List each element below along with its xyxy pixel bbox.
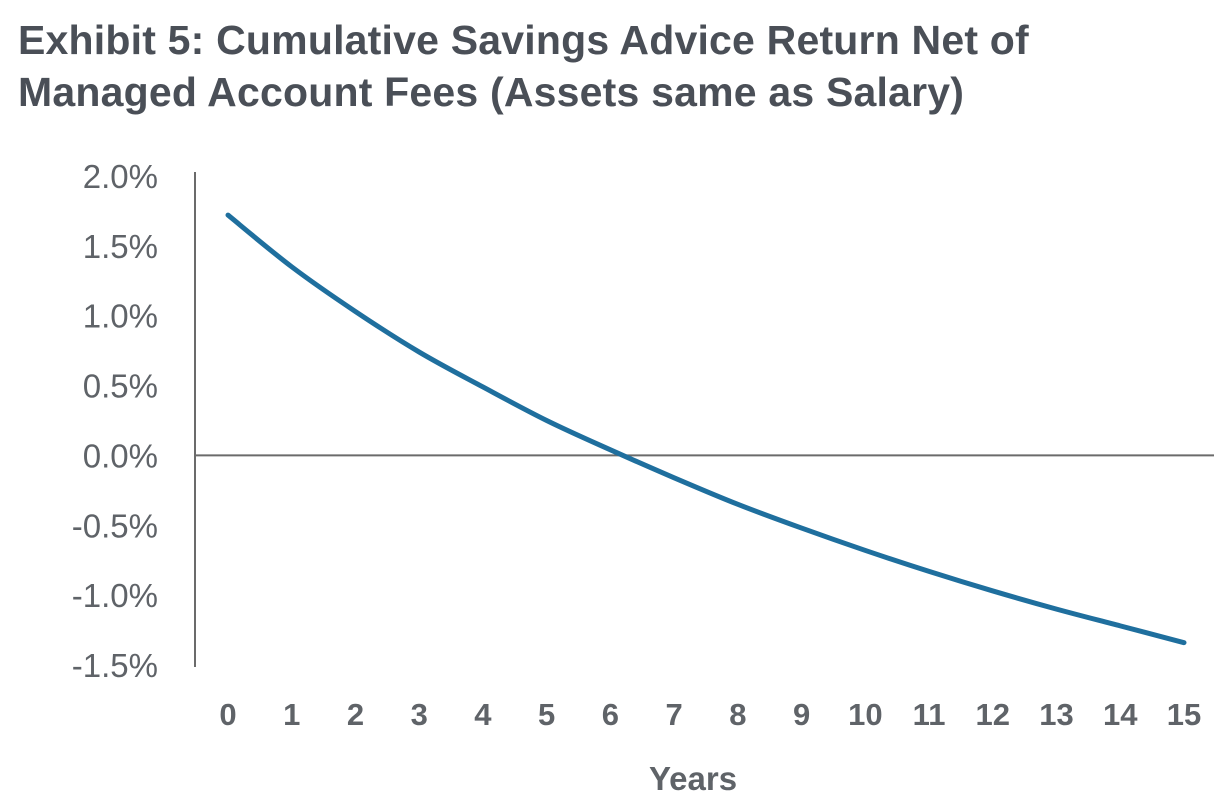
y-tick-label: -0.5%: [72, 507, 158, 544]
x-tick-label: 9: [793, 697, 810, 732]
y-tick-label: -1.0%: [72, 577, 158, 614]
x-tick-label: 1: [283, 697, 300, 732]
chart-title-line-2: Managed Account Fees (Assets same as Sal…: [18, 69, 965, 115]
y-tick-label: 0.5%: [83, 368, 158, 405]
x-tick-label: 8: [729, 697, 746, 732]
y-axis-ticks: 2.0% 1.5% 1.0% 0.5% 0.0% -0.5% -1.0% -1.5%: [72, 158, 158, 684]
series-layer: [225, 212, 1187, 646]
y-tick-label: 2.0%: [83, 158, 158, 195]
x-axis-label: Years: [649, 760, 737, 797]
axes: [194, 172, 1214, 667]
x-tick-label: 3: [411, 697, 428, 732]
x-tick-label: 13: [1039, 697, 1073, 732]
x-tick-label: 5: [538, 697, 555, 732]
x-tick-label: 15: [1167, 697, 1201, 732]
x-axis-ticks: 0 1 2 3 4 5 6 7 8 9 10 11 12 13 14 15: [219, 697, 1201, 732]
x-tick-label: 2: [347, 697, 364, 732]
y-tick-label: 1.5%: [83, 228, 158, 265]
chart-title-line-1: Exhibit 5: Cumulative Savings Advice Ret…: [18, 17, 1029, 63]
x-tick-label: 0: [219, 697, 236, 732]
y-tick-label: -1.5%: [72, 647, 158, 684]
x-tick-label: 14: [1103, 697, 1138, 732]
chart-title: Exhibit 5: Cumulative Savings Advice Ret…: [18, 14, 1218, 118]
y-tick-label: 1.0%: [83, 298, 158, 335]
x-tick-label: 12: [976, 697, 1010, 732]
series-line: [225, 212, 1187, 646]
x-tick-label: 6: [602, 697, 619, 732]
x-tick-label: 4: [474, 697, 492, 732]
y-tick-label: 0.0%: [83, 437, 158, 474]
x-tick-label: 11: [913, 697, 946, 732]
x-tick-label: 10: [848, 697, 882, 732]
x-tick-label: 7: [666, 697, 683, 732]
